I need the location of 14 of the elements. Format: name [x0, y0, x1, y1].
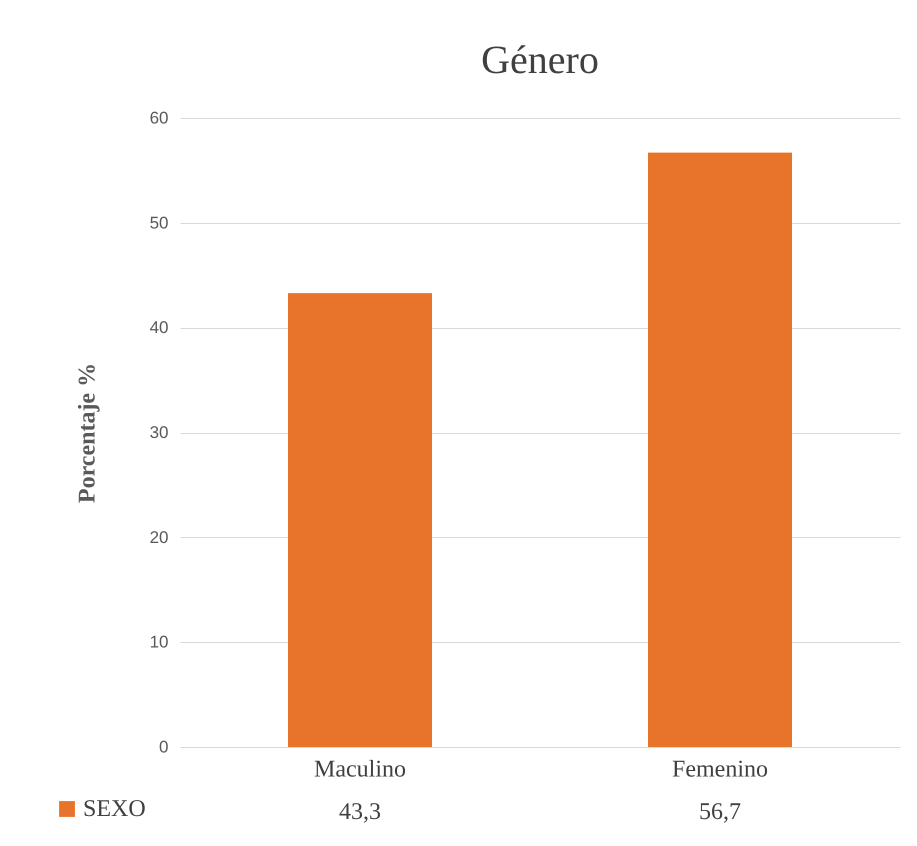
y-tick-label: 0 [159, 738, 168, 756]
x-tick-label: Maculino [314, 756, 406, 782]
y-tick-label: 40 [150, 318, 168, 338]
chart-title: Género [481, 37, 599, 82]
data-label: 43,3 [339, 799, 381, 825]
y-tick-label: 30 [150, 423, 168, 442]
y-tick-label: 60 [150, 108, 168, 128]
y-tick-label: 10 [150, 632, 168, 652]
y-axis-title: Porcentaje % [74, 362, 101, 504]
legend-label: SEXO [83, 796, 146, 822]
data-label: 56,7 [699, 799, 741, 825]
y-tick-label: 50 [150, 213, 168, 232]
x-tick-label: Femenino [672, 756, 768, 782]
y-tick-label: 20 [150, 528, 168, 547]
